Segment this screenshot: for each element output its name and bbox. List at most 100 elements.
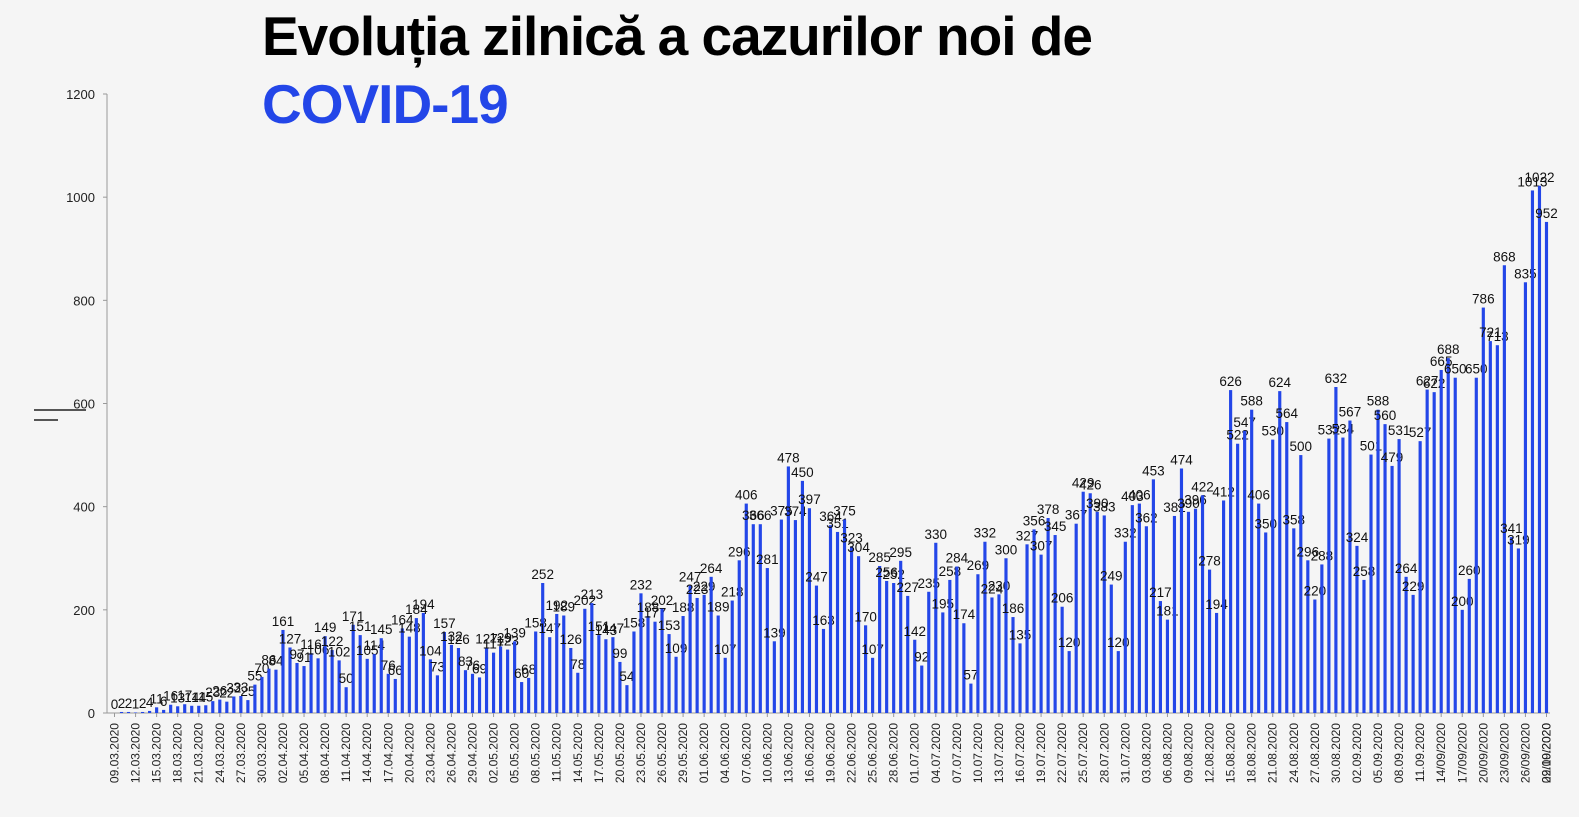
- x-tick-label: 27.03.2020: [234, 723, 248, 783]
- bar: [590, 603, 594, 713]
- bar-data-label: 76: [465, 658, 480, 673]
- bar: [1460, 609, 1464, 713]
- bar-data-label: 366: [742, 508, 765, 523]
- bar-data-label: 194: [412, 597, 435, 612]
- bar-data-label: 264: [1395, 561, 1418, 576]
- bar: [499, 646, 503, 713]
- bar: [674, 656, 678, 713]
- bar-data-label: 564: [1276, 406, 1299, 421]
- x-tick-label: 01.06.2020: [697, 723, 711, 783]
- bar-data-label: 126: [447, 632, 470, 647]
- bar: [119, 711, 124, 713]
- bar-data-label: 14: [191, 690, 207, 705]
- bar: [744, 503, 748, 713]
- bar: [1453, 377, 1457, 713]
- bar: [1236, 443, 1240, 713]
- bar: [141, 711, 145, 713]
- bar: [892, 583, 896, 713]
- bar-data-label: 224: [981, 581, 1004, 596]
- bar-data-label: 627: [1416, 374, 1439, 389]
- bar-data-label: 69: [472, 661, 487, 676]
- bar-data-label: 188: [637, 600, 660, 615]
- x-tick-label: 08.05.2020: [529, 723, 543, 783]
- bar: [597, 635, 601, 713]
- bar: [1285, 422, 1289, 713]
- bar: [1158, 601, 1162, 713]
- x-tick-label: 19.07.2020: [1034, 723, 1048, 783]
- bar: [688, 585, 692, 713]
- bar-data-label: 60: [514, 666, 529, 681]
- bar: [758, 524, 762, 713]
- bar: [611, 637, 615, 713]
- bar: [1362, 579, 1366, 713]
- bar: [878, 565, 882, 713]
- bar: [1516, 548, 1520, 713]
- x-tick-label: 04.06.2020: [718, 723, 732, 783]
- bar: [379, 638, 383, 713]
- bar: [1095, 511, 1099, 713]
- x-tick-label: 02.05.2020: [487, 723, 501, 783]
- bar: [323, 636, 327, 713]
- bar-data-label: 13: [170, 690, 185, 705]
- bar-data-label: 330: [925, 527, 948, 542]
- bar: [1523, 282, 1528, 713]
- bar: [1200, 495, 1205, 713]
- bar: [204, 705, 208, 713]
- bar-data-label: 189: [552, 600, 575, 615]
- bar-data-label: 76: [381, 658, 396, 673]
- bar: [484, 647, 489, 713]
- bar: [723, 657, 727, 713]
- bar: [386, 673, 390, 713]
- x-tick-label: 07.07.2020: [950, 723, 964, 783]
- bar-data-label: 192: [545, 598, 568, 613]
- bar-data-label: 139: [503, 625, 526, 640]
- bar: [1313, 599, 1317, 713]
- x-tick-label: 14.04.2020: [360, 723, 374, 783]
- bar-data-label: 68: [521, 662, 536, 677]
- bar: [737, 560, 741, 713]
- bar-data-label: 153: [658, 618, 681, 633]
- bar: [772, 641, 776, 713]
- bar: [1369, 454, 1373, 713]
- bar: [1425, 389, 1429, 713]
- x-tick-label: 05.04.2020: [297, 723, 311, 783]
- bar: [1397, 439, 1401, 713]
- bar-data-label: 70: [254, 661, 269, 676]
- bar: [1355, 545, 1359, 713]
- bar-data-label: 383: [1093, 499, 1116, 514]
- bar-data-label: 116: [300, 637, 322, 652]
- bar: [765, 568, 769, 713]
- bar: [260, 676, 264, 713]
- bar-data-label: 868: [1493, 249, 1516, 264]
- x-tick-label: 15.03.2020: [150, 723, 164, 783]
- bar: [849, 546, 854, 713]
- bar-data-label: 1: [132, 696, 140, 711]
- bar: [477, 677, 482, 713]
- bar-data-label: 127: [475, 631, 498, 646]
- bar-data-label: 300: [995, 542, 1018, 557]
- bar: [906, 595, 910, 713]
- bar-data-label: 345: [1044, 519, 1067, 534]
- bar: [842, 519, 847, 713]
- y-tick-label: 1200: [66, 87, 95, 102]
- bar: [1383, 424, 1387, 713]
- bar-data-label: 474: [1170, 452, 1193, 467]
- bar: [793, 520, 797, 713]
- x-tick-label: 18.03.2020: [171, 723, 185, 783]
- bar: [660, 608, 664, 713]
- bar: [716, 615, 720, 713]
- bar: [969, 683, 973, 713]
- bar: [232, 696, 236, 713]
- bar-data-label: 247: [805, 570, 828, 585]
- bar: [513, 641, 517, 713]
- chart-title: Evoluția zilnică a cazurilor noi de COVI…: [262, 2, 1093, 138]
- bar-data-label: 206: [1051, 591, 1074, 606]
- bar-data-label: 356: [1023, 513, 1046, 528]
- bar: [337, 660, 341, 713]
- bar: [491, 652, 496, 713]
- bar-data-label: 174: [953, 607, 976, 622]
- bar-data-label: 143: [595, 623, 618, 638]
- bar: [302, 666, 306, 713]
- x-tick-label: 24.03.2020: [213, 723, 227, 783]
- bar: [1446, 358, 1450, 713]
